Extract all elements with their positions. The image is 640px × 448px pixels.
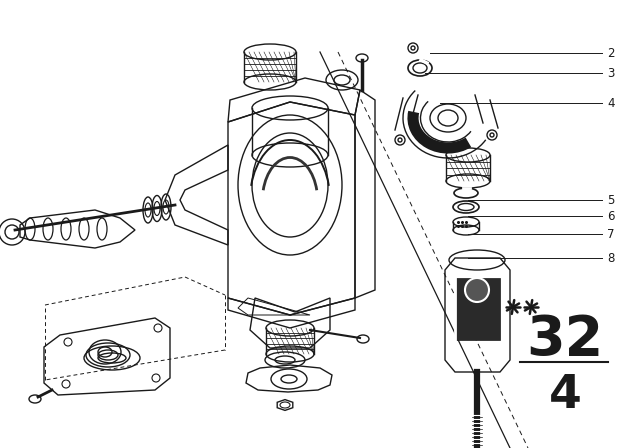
Text: 5: 5 xyxy=(607,194,614,207)
Text: 3: 3 xyxy=(607,66,614,79)
Text: 32: 32 xyxy=(526,313,604,367)
Circle shape xyxy=(465,278,489,302)
Text: 4: 4 xyxy=(548,372,581,418)
Text: 8: 8 xyxy=(607,251,614,264)
Polygon shape xyxy=(455,278,500,340)
Text: 7: 7 xyxy=(607,228,614,241)
Text: 6: 6 xyxy=(607,210,614,223)
Text: 2: 2 xyxy=(607,47,614,60)
Text: 4: 4 xyxy=(607,96,614,109)
